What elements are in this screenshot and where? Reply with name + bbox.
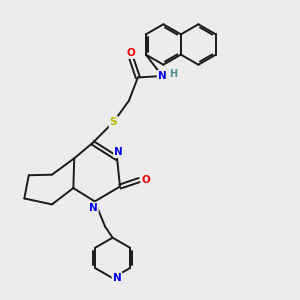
Text: O: O	[127, 48, 136, 58]
Text: N: N	[158, 71, 167, 81]
Text: H: H	[169, 69, 178, 79]
Text: N: N	[89, 203, 98, 213]
Text: N: N	[114, 147, 123, 157]
Text: O: O	[142, 175, 150, 185]
Text: N: N	[113, 273, 122, 283]
Text: S: S	[110, 117, 117, 127]
